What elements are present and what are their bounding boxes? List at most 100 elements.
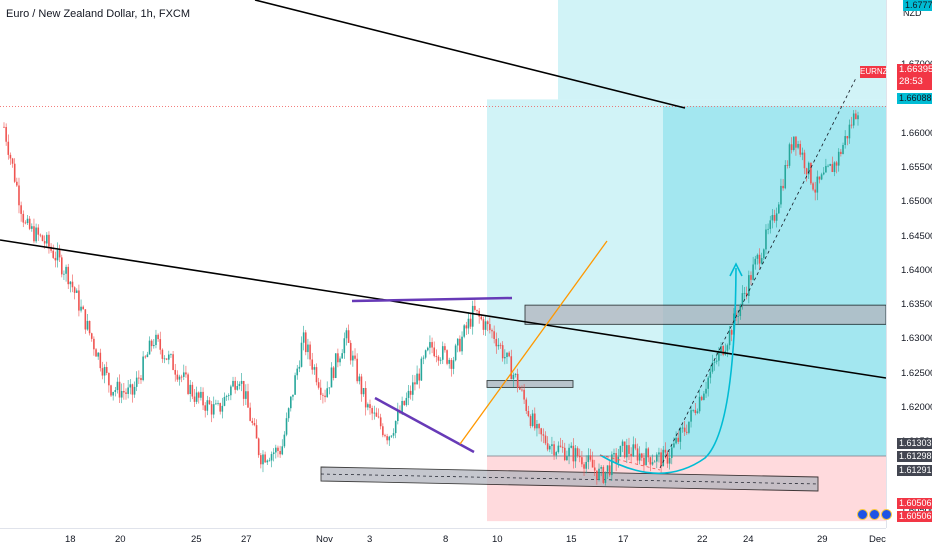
candle-body	[780, 185, 782, 205]
candle-body	[161, 349, 164, 359]
price-tick-label: 1.62500	[901, 367, 932, 379]
candle-body	[69, 281, 72, 285]
candle-body	[285, 418, 288, 435]
candle-body	[459, 338, 461, 352]
candle-body	[127, 387, 129, 394]
candle-body	[99, 352, 102, 369]
candle-body	[467, 318, 470, 329]
candle-body	[341, 353, 343, 359]
candle-body	[39, 234, 42, 236]
candle-body	[290, 396, 292, 409]
candle-body	[97, 352, 99, 357]
candle-body	[484, 321, 487, 330]
candle-body	[529, 416, 532, 426]
event-dot-icon[interactable]	[869, 509, 880, 520]
candle-body	[628, 445, 630, 454]
candle-body	[208, 400, 211, 405]
candle-body	[354, 355, 356, 359]
candle-body	[172, 354, 174, 370]
candle-body	[681, 427, 684, 429]
candle-body	[249, 407, 251, 421]
trendline-lower	[0, 239, 886, 379]
price-tick-label: 1.65500	[901, 162, 932, 173]
candle-body	[382, 426, 384, 436]
time-tick-label: 24	[743, 534, 754, 545]
candle-body	[215, 403, 217, 405]
candle-body	[41, 235, 44, 242]
candle-body	[767, 228, 769, 230]
candle-body	[238, 383, 241, 386]
candle-body	[508, 352, 510, 357]
candle-body	[765, 229, 767, 250]
candle-body	[722, 346, 724, 355]
candle-body	[441, 346, 444, 360]
candle-body	[559, 445, 562, 447]
candle-body	[480, 316, 483, 320]
candle-body	[313, 367, 316, 370]
candle-body	[369, 404, 371, 409]
candle-body	[251, 420, 254, 423]
candle-body	[364, 387, 367, 408]
time-tick-label: Dec	[869, 534, 886, 545]
candle-body	[497, 344, 500, 347]
candle-body	[608, 465, 611, 476]
time-tick-label: Nov	[316, 534, 333, 545]
candle-body	[257, 438, 260, 456]
event-markers[interactable]	[855, 506, 895, 524]
candle-body	[300, 342, 303, 367]
candle-body	[555, 452, 558, 456]
candle-body	[557, 445, 560, 453]
price-tick-label: 1.63000	[901, 333, 932, 345]
candle-body	[670, 447, 673, 458]
candle-body	[615, 453, 617, 463]
candle-body	[148, 340, 151, 355]
candle-body	[630, 453, 632, 457]
candle-body	[101, 368, 104, 376]
event-dot-icon[interactable]	[857, 509, 868, 520]
candle-body	[585, 461, 587, 469]
candle-body	[437, 356, 440, 361]
chart-canvas[interactable]	[0, 0, 886, 528]
candle-body	[253, 422, 256, 426]
candle-body	[142, 356, 144, 381]
candle-body	[501, 345, 504, 359]
candle-body	[46, 234, 48, 244]
candle-body	[86, 320, 89, 330]
candle-body	[275, 447, 277, 453]
candle-body	[9, 154, 12, 159]
time-axis[interactable]	[0, 528, 886, 551]
event-dot-icon[interactable]	[881, 509, 892, 520]
candle-body	[227, 395, 230, 397]
price-tick-label: 1.63500	[901, 299, 932, 311]
candle-body	[536, 423, 538, 429]
candle-body	[409, 390, 412, 395]
candle-body	[266, 460, 269, 463]
candle-body	[230, 386, 232, 396]
candle-body	[816, 176, 819, 193]
candle-body	[715, 360, 718, 362]
candle-body	[658, 452, 660, 455]
price-tick-label: 1.60500	[901, 505, 932, 516]
candle-body	[790, 144, 793, 150]
projection-arrow-icon	[729, 262, 743, 277]
candle-body	[641, 453, 643, 458]
candle-body	[217, 403, 219, 404]
candle-body	[210, 404, 213, 415]
candle-body	[345, 330, 348, 339]
candle-body	[388, 436, 391, 441]
price-tick-label: 1.65000	[901, 196, 932, 208]
candle-body	[401, 400, 403, 413]
candle-body	[709, 371, 712, 378]
candle-body	[311, 359, 314, 370]
candle-body	[566, 456, 568, 461]
candle-body	[13, 163, 16, 182]
candle-body	[844, 136, 846, 145]
candle-body	[636, 448, 639, 461]
candle-body	[426, 347, 429, 351]
candle-body	[773, 215, 776, 221]
time-tick-label: 20	[115, 534, 126, 545]
candle-body	[649, 457, 652, 465]
candle-body	[602, 467, 605, 483]
candle-body	[424, 350, 427, 358]
candle-body	[33, 226, 35, 242]
